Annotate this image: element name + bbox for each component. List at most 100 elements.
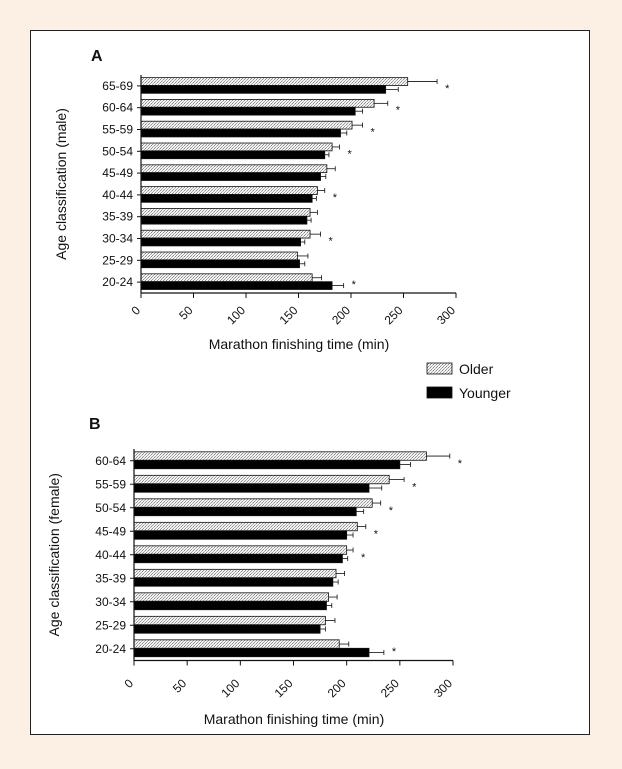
x-tick-label: 150 bbox=[277, 303, 301, 327]
bar-older bbox=[133, 545, 348, 555]
bar-older bbox=[140, 99, 375, 108]
bar-group: 45-49 * bbox=[95, 521, 379, 540]
category-label: 45-49 bbox=[95, 524, 126, 538]
bar-older bbox=[133, 521, 358, 532]
bar-younger bbox=[140, 259, 300, 269]
bar-group: 40-44 * bbox=[102, 186, 338, 204]
bar-younger bbox=[133, 624, 321, 634]
y-axis-label: Age classification (female) bbox=[46, 473, 62, 636]
bar-group: 50-54 * bbox=[102, 142, 352, 160]
significance-marker: * bbox=[371, 127, 376, 139]
bar-group: 25-29 bbox=[95, 615, 336, 634]
bar-older bbox=[133, 474, 390, 485]
bar-older bbox=[140, 273, 313, 283]
legend-swatch-younger bbox=[426, 386, 453, 399]
bar-younger bbox=[133, 577, 334, 587]
significance-marker: * bbox=[352, 279, 357, 291]
x-tick-label: 0 bbox=[121, 676, 136, 691]
category-label: 40-44 bbox=[95, 548, 126, 562]
x-tick-label: 50 bbox=[170, 676, 190, 696]
bar-older bbox=[133, 451, 427, 461]
x-tick-label: 300 bbox=[434, 303, 458, 327]
bar-group: 30-34 bbox=[95, 592, 338, 611]
category-label: 60-64 bbox=[95, 454, 126, 468]
x-tick-label: 100 bbox=[224, 303, 248, 327]
bar-group: 35-39 bbox=[102, 208, 318, 225]
y-axis-label: Age classification (male) bbox=[53, 108, 69, 260]
chart-svg: A 65-69 * 60-64 * 55-59 * 50-54 * 45-49 40-44 * 35-3… bbox=[46, 48, 511, 727]
bar-younger bbox=[133, 530, 348, 540]
significance-marker: * bbox=[445, 83, 450, 95]
bar-older bbox=[140, 164, 328, 174]
bar-younger bbox=[133, 647, 370, 658]
significance-marker: * bbox=[389, 505, 394, 517]
x-tick-label: 150 bbox=[272, 676, 296, 700]
bar-younger bbox=[133, 483, 370, 493]
bar-older bbox=[140, 208, 311, 217]
bar-older bbox=[140, 229, 311, 239]
panel-b: B 60-64 * 55-59 * 50-54 * 45-49 * 40-44 * 35-39 30-3… bbox=[46, 416, 463, 727]
bar-older bbox=[133, 615, 326, 626]
bar-group: 55-59 * bbox=[102, 120, 376, 139]
bar-group: 35-39 bbox=[95, 568, 345, 587]
bar-group: 60-64 * bbox=[102, 99, 401, 117]
bar-group: 20-24 * bbox=[95, 639, 397, 658]
category-label: 30-34 bbox=[95, 595, 126, 609]
category-label: 30-34 bbox=[102, 232, 133, 246]
significance-marker: * bbox=[333, 192, 338, 204]
bar-older bbox=[133, 592, 329, 602]
x-tick-label: 250 bbox=[378, 676, 402, 700]
bar-younger bbox=[140, 85, 387, 94]
category-label: 40-44 bbox=[102, 188, 133, 202]
bar-younger bbox=[140, 215, 308, 225]
bar-younger bbox=[140, 172, 321, 181]
category-label: 25-29 bbox=[102, 253, 133, 267]
bar-older bbox=[140, 251, 298, 261]
bar-younger bbox=[140, 237, 302, 247]
x-tick-label: 200 bbox=[329, 303, 353, 327]
bar-older bbox=[140, 77, 409, 86]
significance-marker: * bbox=[392, 646, 397, 658]
x-tick-label: 300 bbox=[431, 676, 455, 700]
bar-group: 45-49 bbox=[102, 164, 336, 181]
bar-younger bbox=[140, 106, 356, 116]
bar-younger bbox=[140, 150, 326, 160]
significance-marker: * bbox=[396, 105, 401, 117]
figure-frame: A 65-69 * 60-64 * 55-59 * 50-54 * 45-49 40-44 * 35-3… bbox=[30, 30, 590, 735]
x-tick-label: 100 bbox=[218, 676, 242, 700]
category-label: 35-39 bbox=[102, 210, 133, 224]
significance-marker: * bbox=[458, 458, 463, 470]
x-tick-label: 50 bbox=[176, 303, 196, 323]
bar-younger bbox=[140, 128, 341, 138]
bar-older bbox=[140, 120, 353, 130]
x-tick-label: 200 bbox=[325, 676, 349, 700]
x-tick-label: 0 bbox=[128, 303, 143, 318]
bar-group: 40-44 * bbox=[95, 545, 366, 564]
bar-group: 30-34 * bbox=[102, 229, 334, 248]
category-label: 25-29 bbox=[95, 618, 126, 632]
significance-marker: * bbox=[329, 236, 334, 248]
category-label: 50-54 bbox=[95, 501, 126, 515]
legend-label: Younger bbox=[459, 385, 511, 401]
x-axis-label: Marathon finishing time (min) bbox=[209, 336, 390, 352]
bar-older bbox=[133, 639, 340, 649]
bar-younger bbox=[140, 281, 333, 290]
significance-marker: * bbox=[412, 481, 417, 493]
bar-group: 50-54 * bbox=[95, 498, 394, 517]
legend-label: Older bbox=[459, 361, 494, 377]
bar-group: 25-29 bbox=[102, 251, 309, 269]
bar-older bbox=[140, 186, 318, 195]
category-label: 35-39 bbox=[95, 571, 126, 585]
panel-a: A 65-69 * 60-64 * 55-59 * 50-54 * 45-49 40-44 * 35-3… bbox=[53, 48, 458, 352]
category-label: 45-49 bbox=[102, 166, 133, 180]
bar-group: 65-69 * bbox=[102, 77, 450, 95]
significance-marker: * bbox=[374, 528, 379, 540]
bar-younger bbox=[133, 553, 343, 564]
panel-label: A bbox=[91, 48, 103, 65]
significance-marker: * bbox=[361, 552, 366, 564]
category-label: 55-59 bbox=[102, 123, 133, 137]
category-label: 20-24 bbox=[102, 275, 133, 289]
panel-label: B bbox=[89, 416, 101, 433]
legend: Older Younger bbox=[426, 361, 511, 401]
x-tick-label: 250 bbox=[382, 303, 406, 327]
